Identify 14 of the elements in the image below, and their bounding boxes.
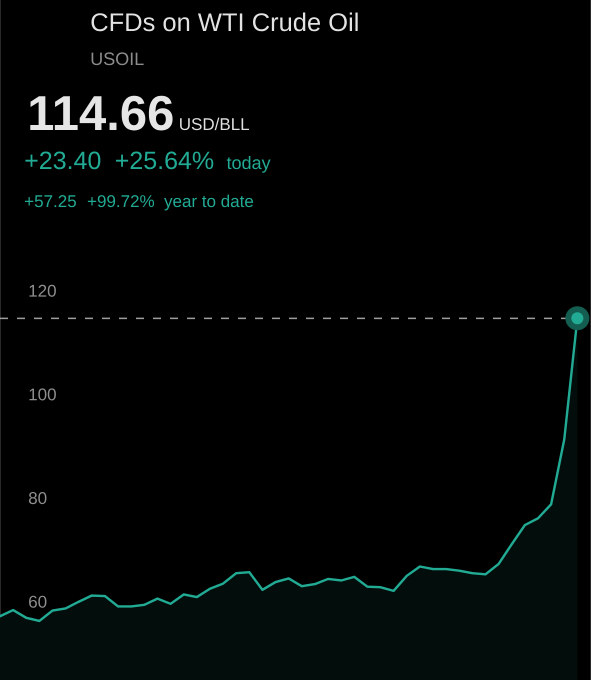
y-tick-label: 80: [28, 492, 46, 504]
annotation: USD/BLL: [180, 118, 250, 130]
text: USOIL: [92, 52, 144, 66]
annotation: year to date: [164, 194, 254, 211]
annotation: +57.25: [25, 195, 76, 208]
annotation: 114.66: [30, 96, 173, 130]
annotation: today: [226, 156, 271, 173]
y-tick-label: 100: [29, 388, 56, 400]
annotation: +25.64%: [116, 152, 214, 170]
annotation: +99.72%: [88, 195, 154, 208]
y-tick-label: 60: [29, 596, 46, 608]
y-tick-label: 120: [29, 284, 56, 297]
chart-title: CFDs on WTI Crude Oil: [91, 12, 358, 32]
annotation: +23.40: [25, 152, 100, 170]
